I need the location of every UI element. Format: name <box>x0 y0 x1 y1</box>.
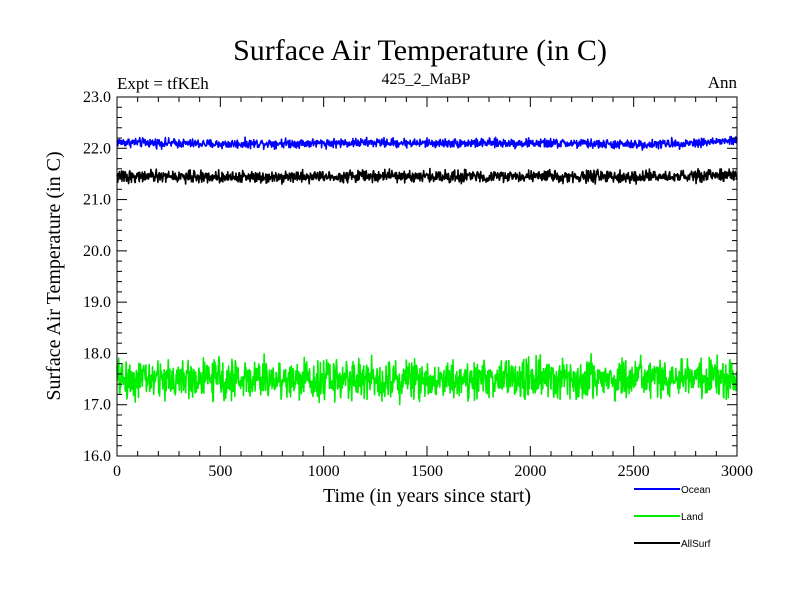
legend-label-ocean: Ocean <box>681 485 710 496</box>
series-line-land <box>116 353 738 406</box>
expt-label: Expt = tfKEh <box>117 74 209 93</box>
series-layer <box>116 135 738 406</box>
y-tick-label: 21.0 <box>83 192 111 209</box>
ticks-layer: 0 500 1000 1500 2000 2500 3000 16.0 17.0 18.0 19.0… <box>83 89 753 480</box>
chart-title: Surface Air Temperature (in C) <box>233 34 607 67</box>
x-tick-label: 1000 <box>308 463 340 480</box>
y-tick-label: 19.0 <box>83 294 111 311</box>
y-tick-label: 22.0 <box>83 140 111 157</box>
y-tick-label: 20.0 <box>83 243 111 260</box>
y-axis-label: Surface Air Temperature (in C) <box>43 151 65 400</box>
series-line-allsurf <box>116 167 738 185</box>
x-tick-label: 0 <box>113 463 121 480</box>
x-tick-label: 2000 <box>514 463 546 480</box>
x-axis-label: Time (in years since start) <box>323 485 531 507</box>
y-tick-label: 23.0 <box>83 89 111 106</box>
x-tick-label: 2500 <box>618 463 650 480</box>
legend: Ocean Land AllSurf <box>634 485 711 550</box>
x-tick-label: 3000 <box>721 463 753 480</box>
y-tick-label: 17.0 <box>83 397 111 414</box>
series-line-ocean <box>116 135 738 151</box>
plot-area: 0 500 1000 1500 2000 2500 3000 16.0 17.0 18.0 19.0… <box>83 89 753 480</box>
season-label: Ann <box>708 73 738 92</box>
x-tick-label: 1500 <box>411 463 443 480</box>
y-tick-label: 16.0 <box>83 448 111 465</box>
legend-label-allsurf: AllSurf <box>681 539 711 550</box>
y-tick-label: 18.0 <box>83 345 111 362</box>
x-tick-label: 500 <box>208 463 232 480</box>
plot-frame <box>116 96 738 457</box>
chart-subtitle: 425_2_MaBP <box>382 71 471 88</box>
legend-label-land: Land <box>681 512 703 523</box>
